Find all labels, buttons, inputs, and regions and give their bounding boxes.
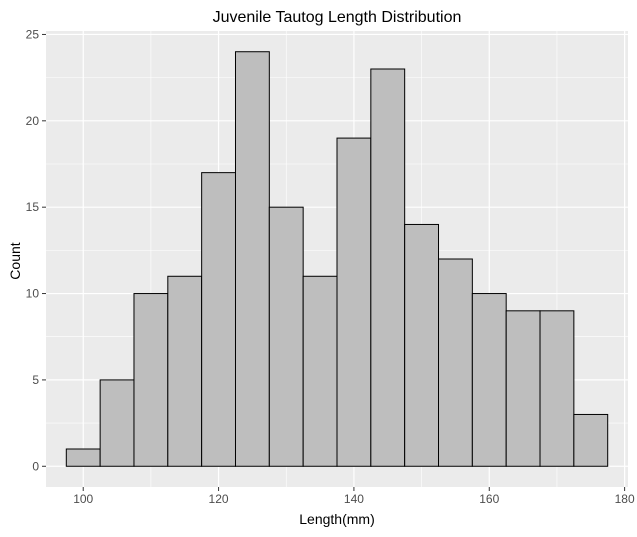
x-tick-label: 120 — [209, 492, 229, 506]
chart-title: Juvenile Tautog Length Distribution — [213, 9, 462, 26]
histogram-bar — [302, 275, 338, 467]
y-tick-label: 0 — [32, 459, 39, 473]
x-axis-ticks: 100 120 140 160 180 — [73, 487, 635, 506]
y-tick-label: 15 — [26, 200, 40, 214]
histogram-bars — [65, 51, 609, 467]
histogram-bar — [573, 413, 609, 467]
histogram-bar — [404, 223, 440, 467]
x-tick-label: 180 — [615, 492, 635, 506]
histogram-bar — [539, 310, 575, 467]
histogram-bar — [268, 206, 304, 467]
histogram-bar — [505, 310, 541, 467]
y-axis-ticks: 0 5 10 15 20 25 — [26, 27, 46, 473]
y-tick-label: 5 — [32, 373, 39, 387]
histogram-bar — [438, 258, 473, 467]
y-axis-title: Count — [7, 242, 23, 279]
histogram-bar — [201, 172, 236, 467]
y-tick-label: 10 — [26, 287, 40, 301]
histogram-bar — [336, 137, 372, 467]
y-tick-label: 25 — [26, 27, 40, 41]
x-tick-label: 160 — [479, 492, 499, 506]
y-tick-label: 20 — [26, 114, 40, 128]
histogram-bar — [370, 68, 406, 467]
histogram-bar — [234, 51, 270, 467]
histogram-bar — [471, 293, 507, 467]
histogram-bar — [65, 448, 101, 467]
x-tick-label: 140 — [344, 492, 364, 506]
x-axis-title: Length(mm) — [299, 511, 374, 527]
histogram-bar — [99, 379, 135, 467]
histogram-bar — [133, 293, 169, 467]
x-tick-label: 100 — [73, 492, 93, 506]
histogram-bar — [167, 275, 203, 467]
